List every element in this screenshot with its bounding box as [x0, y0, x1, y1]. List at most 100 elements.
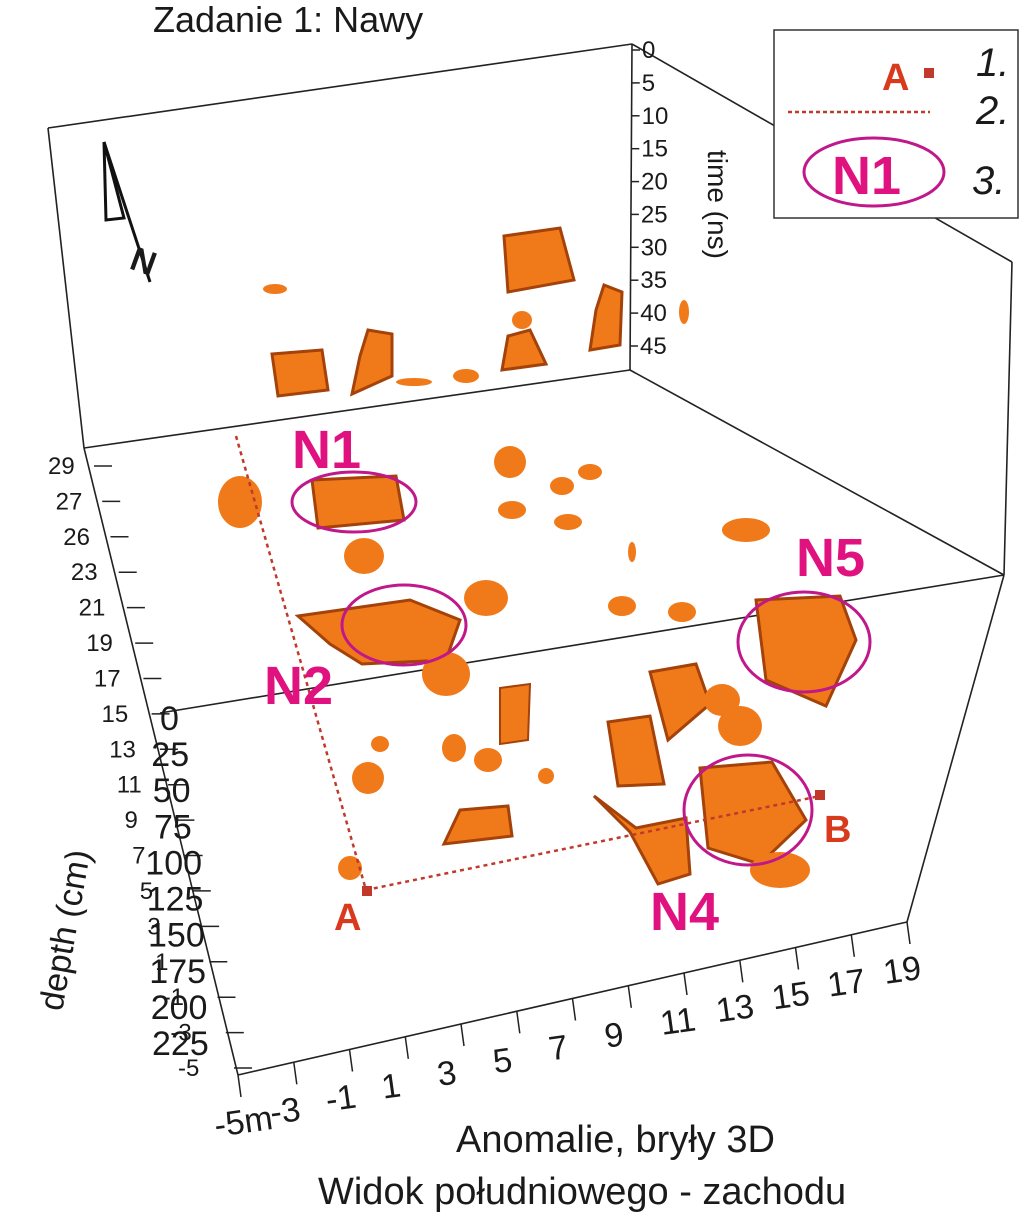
legend-box — [773, 29, 1019, 219]
anomaly-body — [512, 311, 532, 329]
anomaly-body — [502, 226, 576, 294]
anomaly-body — [578, 464, 602, 480]
profile-point-a-label: A — [334, 897, 361, 939]
anomaly-body — [270, 348, 330, 398]
profile-line — [234, 435, 821, 892]
anomaly-body — [718, 706, 762, 746]
anomaly-body — [500, 328, 549, 372]
anomaly-body — [263, 284, 287, 294]
x-tick — [794, 947, 800, 970]
time-tick-label: 35 — [640, 267, 667, 294]
depth-tick-label: 225 — [152, 1025, 209, 1063]
anomaly-body — [371, 736, 389, 752]
profile-point-a-marker — [362, 886, 372, 896]
anomaly-body — [592, 794, 692, 886]
depth-tick-label: 100 — [145, 844, 202, 882]
anomaly-body — [628, 542, 636, 562]
anomaly-body — [499, 682, 532, 746]
time-tick-label: 30 — [641, 234, 668, 261]
x-tick-label: 5 — [491, 1041, 515, 1081]
x-tick — [237, 1074, 242, 1098]
anomaly-body — [464, 580, 508, 616]
anomalies-lower — [218, 446, 858, 888]
y-tick-label: 3 — [147, 913, 160, 940]
depth-tick-label: 0 — [160, 700, 179, 738]
x-tick — [850, 934, 856, 957]
depth-tick-label: 75 — [154, 808, 192, 846]
box-edge — [47, 127, 85, 449]
box-edge — [629, 43, 633, 371]
time-tick-label: 25 — [641, 201, 668, 228]
time-tick-label: 0 — [642, 37, 655, 64]
box-edge — [159, 574, 1005, 714]
x-tick-label: 11 — [658, 1000, 698, 1043]
depth-tick-label: 150 — [148, 917, 205, 955]
anomaly-body — [750, 852, 810, 888]
y-tick-label: 13 — [109, 736, 136, 763]
x-tick-label: 17 — [825, 962, 868, 1005]
anomaly-body — [648, 662, 712, 743]
anomaly-body — [606, 714, 666, 788]
depth-tick-label: 50 — [153, 772, 191, 810]
y-tick-label: 11 — [117, 772, 142, 799]
anomaly-body — [698, 760, 808, 866]
anomaly-body — [442, 734, 466, 762]
y-tick-label: 17 — [94, 666, 121, 693]
box-edge — [906, 574, 1005, 923]
anomaly-body — [422, 652, 470, 696]
y-tick-label: 9 — [125, 807, 138, 834]
x-tick-label: 9 — [602, 1015, 626, 1055]
anomaly-body — [396, 378, 432, 386]
site-label-n1: N1 — [292, 420, 361, 480]
site-ellipse-n2 — [340, 583, 468, 667]
x-tick-label: 3 — [435, 1054, 459, 1094]
x-tick-label: 13 — [714, 987, 757, 1030]
legend-point-marker — [924, 68, 934, 78]
anomaly-body — [344, 538, 384, 574]
time-tick-label: 10 — [642, 103, 669, 130]
depth-tick-label: 200 — [151, 989, 208, 1027]
x-tick — [293, 1062, 298, 1085]
box-edge — [47, 43, 633, 129]
box-edge — [83, 447, 239, 1076]
box-edge — [629, 369, 1005, 576]
x-tick-label: -1 — [323, 1078, 358, 1120]
x-axis: -5m-3 -1 1 3 5 7 9 11 13 15 17 19 — [212, 921, 924, 1145]
legend-site-ellipse — [802, 136, 946, 208]
x-tick — [683, 972, 688, 996]
legend-label-1: 1. — [976, 41, 1009, 85]
x-tick — [460, 1023, 465, 1047]
box-edge — [83, 369, 631, 449]
anomaly-body — [722, 518, 770, 542]
north-arrow — [102, 141, 152, 283]
legend-symbol-site: N1 — [832, 146, 901, 206]
x-tick — [627, 985, 633, 1008]
site-ellipse-n4 — [682, 753, 814, 867]
anomaly-body — [441, 804, 514, 846]
depth-axis-label: depth (cm) — [32, 847, 98, 1014]
legend-label-2: 2. — [975, 89, 1009, 133]
time-tick-label: 20 — [641, 169, 668, 196]
depth-tick-label: 175 — [149, 953, 206, 991]
y-tick-label: 1 — [155, 949, 168, 976]
anomaly-body — [349, 328, 394, 397]
anomaly-body — [608, 596, 636, 616]
time-axis-label: time (ns) — [702, 150, 733, 259]
legend: A 1. 2. N1 3. — [773, 29, 1019, 219]
x-tick — [348, 1049, 354, 1072]
profile-point-b-marker — [815, 790, 825, 800]
y-tick-label: -5 — [178, 1055, 199, 1082]
y-tick-label: -3 — [170, 1020, 191, 1047]
anomalies-upper — [263, 226, 689, 398]
anomaly-body — [668, 602, 696, 622]
anomaly-body — [310, 474, 406, 530]
y-tick-label: 23 — [71, 559, 98, 586]
anomaly-body — [338, 856, 362, 880]
subtitle-line-1: Anomalie, bryły 3D — [456, 1119, 775, 1161]
legend-label-3: 3. — [972, 159, 1005, 203]
anomaly-body — [554, 514, 582, 530]
site-label-n2: N2 — [264, 656, 333, 716]
north-label: N — [125, 240, 161, 284]
